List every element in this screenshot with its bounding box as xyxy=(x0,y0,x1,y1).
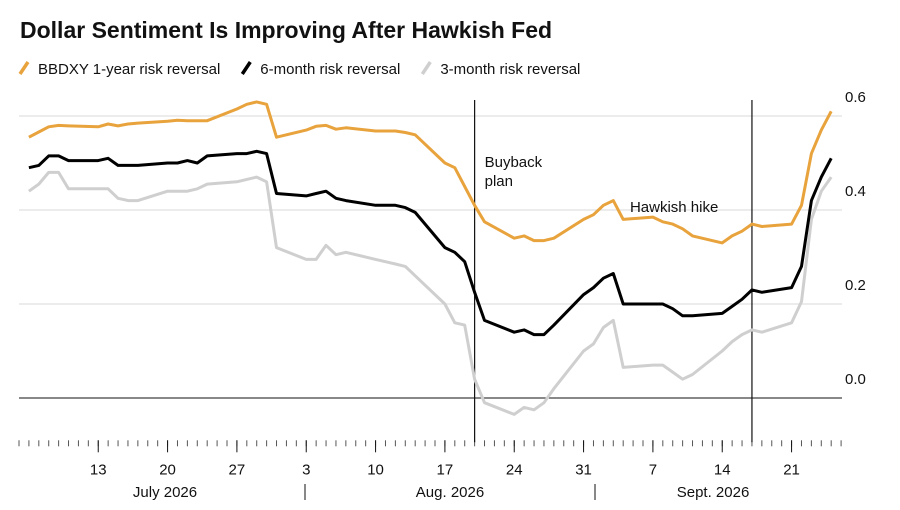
y-tick-label: 0.2 xyxy=(845,277,866,294)
annotation: Hawkish hike xyxy=(629,199,719,216)
legend-swatch xyxy=(420,61,432,75)
y-tick-label: 0.4 xyxy=(845,183,866,200)
series-line xyxy=(28,149,833,337)
x-tick-label: 27 xyxy=(229,461,246,478)
legend-label: 6-month risk reversal xyxy=(260,61,400,78)
x-tick-label: 31 xyxy=(575,461,592,478)
x-tick-label: 10 xyxy=(367,461,384,478)
x-tick-label: 20 xyxy=(159,461,176,478)
x-tick-label: 14 xyxy=(714,461,731,478)
x-tick-label: 17 xyxy=(437,461,454,478)
month-label: Sept. 2026 xyxy=(677,484,750,501)
series-line xyxy=(28,100,833,245)
annotation: Buyback plan xyxy=(484,154,543,190)
legend-label: 3-month risk reversal xyxy=(440,61,580,78)
month-label: July 2026 xyxy=(133,484,197,501)
legend-swatch xyxy=(18,61,30,75)
x-tick-label: 7 xyxy=(649,461,657,478)
month-label: Aug. 2026 xyxy=(416,484,484,501)
y-tick-label: 0.6 xyxy=(845,89,866,106)
chart-title: Dollar Sentiment Is Improving After Hawk… xyxy=(20,17,552,43)
x-tick-label: 24 xyxy=(506,461,523,478)
x-tick-label: 3 xyxy=(302,461,310,478)
x-tick-label: 21 xyxy=(783,461,800,478)
x-tick-label: 13 xyxy=(90,461,107,478)
y-tick-label: 0.0 xyxy=(845,371,866,388)
legend-swatch xyxy=(240,61,252,75)
series-line xyxy=(28,170,833,416)
legend-label: BBDXY 1-year risk reversal xyxy=(38,61,220,78)
